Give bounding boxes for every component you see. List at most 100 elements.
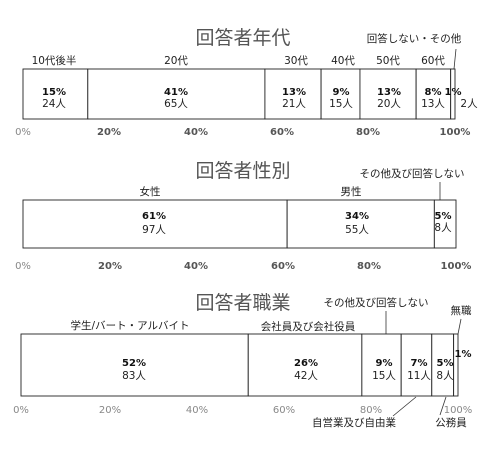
segment-percent: 61% xyxy=(142,211,166,222)
segment-count: 20人 xyxy=(377,98,401,110)
segment-count: 15人 xyxy=(329,98,353,110)
x-tick-label: 100% xyxy=(440,127,471,138)
bar-segment xyxy=(450,68,456,120)
bar-segment xyxy=(400,333,433,397)
segment-percent: 9% xyxy=(333,87,350,98)
bar-segment xyxy=(264,68,322,120)
segment-percent: 1% xyxy=(455,349,472,360)
x-tick-label: 40% xyxy=(186,405,208,416)
category-label: 30代 xyxy=(284,55,308,67)
category-label: 10代後半 xyxy=(32,54,77,67)
bar-segment xyxy=(361,333,402,397)
category-label: 60代 xyxy=(421,55,445,67)
x-tick-label: 40% xyxy=(184,127,208,138)
segment-count: 21人 xyxy=(282,98,306,110)
bar-segment xyxy=(433,199,457,249)
callout-line xyxy=(439,396,447,416)
x-tick-label: 100% xyxy=(441,261,472,272)
chart-age: 回答者年代 10代後半 20代 30代 40代 50代 60代 回答しない・その… xyxy=(15,27,478,138)
callout-line xyxy=(392,396,417,417)
x-tick-label: 80% xyxy=(356,127,380,138)
segment-labels: 10代後半 20代 30代 40代 50代 60代 回答しない・その他 xyxy=(32,32,462,70)
x-axis-ticks: 0% 20% 40% 60% 80% 100% xyxy=(15,261,471,272)
segment-labels: 女性 男性 その他及び回答しない xyxy=(140,167,465,200)
segment-count: 8人 xyxy=(436,370,454,382)
bar-segment xyxy=(22,68,89,120)
segment-count: 2人 xyxy=(460,98,478,110)
callout-line xyxy=(453,48,457,70)
chart-title: 回答者年代 xyxy=(195,27,290,49)
segment-percent: 13% xyxy=(282,87,306,98)
category-label: 女性 xyxy=(140,185,161,198)
segment-count: 97人 xyxy=(142,224,166,236)
x-tick-label: 20% xyxy=(97,127,121,138)
segment-count: 55人 xyxy=(345,224,369,236)
chart-title: 回答者性別 xyxy=(195,160,290,182)
category-label: 自営業及び自由業 xyxy=(312,416,396,429)
x-tick-label: 20% xyxy=(98,261,122,272)
x-axis-ticks: 0% 20% 40% 60% 80% 100% xyxy=(13,405,472,416)
x-tick-label: 80% xyxy=(360,405,382,416)
segment-percent: 5% xyxy=(435,211,452,222)
x-tick-label: 0% xyxy=(13,405,29,416)
bar-segments xyxy=(22,68,456,120)
segment-percent: 41% xyxy=(164,87,188,98)
segment-percent: 34% xyxy=(345,211,369,222)
x-tick-label: 60% xyxy=(273,405,295,416)
segment-values: 15% 24人 41% 65人 13% 21人 9% 15人 13% 20人 8… xyxy=(42,87,478,110)
category-label: 回答しない・その他 xyxy=(367,32,462,45)
callout-line xyxy=(457,318,462,335)
category-label: 会社員及び会社役員 xyxy=(261,320,356,333)
chart-gender: 回答者性別 女性 男性 その他及び回答しない 61% 97人 34% 55人 5… xyxy=(15,160,471,272)
category-label: その他及び回答しない xyxy=(324,296,429,309)
segment-count: 24人 xyxy=(42,98,66,110)
segment-percent: 13% xyxy=(377,87,401,98)
segment-count: 11人 xyxy=(407,370,431,382)
segment-count: 15人 xyxy=(372,370,396,382)
category-label: 公務員 xyxy=(435,416,467,429)
bar-segments xyxy=(22,199,457,249)
category-label: その他及び回答しない xyxy=(360,167,465,180)
category-label: 無職 xyxy=(451,304,472,317)
segment-percent: 7% xyxy=(411,358,428,369)
segment-percent: 26% xyxy=(294,358,318,369)
segment-percent: 8% xyxy=(425,87,442,98)
bar-segment xyxy=(20,333,249,397)
chart-occupation: 回答者職業 学生/バート・アルバイト 会社員及び会社役員 その他及び回答しない … xyxy=(13,292,472,429)
bar-segment xyxy=(22,199,288,249)
segment-percent: 1% xyxy=(445,87,462,98)
x-tick-label: 80% xyxy=(357,261,381,272)
bar-segment xyxy=(453,333,459,397)
segment-percent: 9% xyxy=(376,358,393,369)
bar-segments xyxy=(20,333,459,397)
category-label: 40代 xyxy=(331,55,355,67)
segment-count: 65人 xyxy=(164,98,188,110)
bar-segment xyxy=(320,68,361,120)
category-label: 学生/バート・アルバイト xyxy=(71,319,190,332)
segment-labels: 学生/バート・アルバイト 会社員及び会社役員 その他及び回答しない 自営業及び自… xyxy=(71,296,472,429)
segment-percent: 52% xyxy=(122,358,146,369)
category-label: 20代 xyxy=(164,55,188,67)
category-label: 50代 xyxy=(376,55,400,67)
segment-percent: 15% xyxy=(42,87,66,98)
chart-title: 回答者職業 xyxy=(195,292,290,314)
bar-segment xyxy=(286,199,435,249)
segment-values: 61% 97人 34% 55人 5% 8人 xyxy=(142,211,452,236)
segment-values: 52% 83人 26% 42人 9% 15人 7% 11人 5% 8人 1% xyxy=(122,349,471,382)
x-tick-label: 40% xyxy=(184,261,208,272)
segment-count: 8人 xyxy=(434,222,452,234)
segment-count: 83人 xyxy=(122,370,146,382)
x-tick-label: 20% xyxy=(99,405,121,416)
x-tick-label: 60% xyxy=(270,127,294,138)
segment-percent: 5% xyxy=(437,358,454,369)
bar-segment xyxy=(87,68,266,120)
x-axis-ticks: 0% 20% 40% 60% 80% 100% xyxy=(15,127,470,138)
segment-count: 13人 xyxy=(421,98,445,110)
x-tick-label: 0% xyxy=(15,127,31,138)
x-tick-label: 60% xyxy=(271,261,295,272)
x-tick-label: 100% xyxy=(444,405,473,416)
category-label: 男性 xyxy=(341,185,362,198)
x-tick-label: 0% xyxy=(15,261,31,272)
segment-count: 42人 xyxy=(294,370,318,382)
